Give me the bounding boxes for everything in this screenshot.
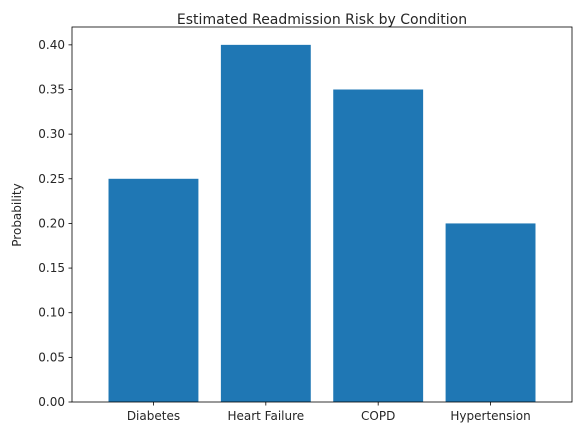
y-tick-label: 0.40 [38, 38, 65, 52]
plot-frame [71, 26, 573, 403]
y-axis-label: Probability [10, 183, 24, 246]
y-tick-label: 0.00 [38, 395, 65, 409]
x-tick-label: Hypertension [450, 409, 530, 423]
x-tick-label: COPD [361, 409, 395, 423]
bars [108, 44, 536, 403]
x-axis: Diabetes Heart Failure COPD Hypertension [127, 402, 531, 423]
bar-copd [333, 89, 424, 402]
y-tick-label: 0.20 [38, 216, 65, 230]
bar-hypertension [445, 223, 536, 402]
y-tick-label: 0.10 [38, 306, 65, 320]
y-tick-label: 0.35 [38, 83, 65, 97]
chart-title: Estimated Readmission Risk by Condition [177, 12, 467, 28]
y-tick-label: 0.15 [38, 261, 65, 275]
y-tick-label: 0.25 [38, 172, 65, 186]
x-tick-label: Diabetes [127, 409, 180, 423]
y-tick-label: 0.05 [38, 350, 65, 364]
bar-heart-failure [220, 44, 311, 403]
y-axis: 0.00 0.05 0.10 0.15 0.20 0.25 0.30 0.35 0.40 [38, 38, 72, 409]
y-tick-label: 0.30 [38, 127, 65, 141]
bar-diabetes [108, 178, 199, 402]
x-tick-label: Heart Failure [227, 409, 304, 423]
